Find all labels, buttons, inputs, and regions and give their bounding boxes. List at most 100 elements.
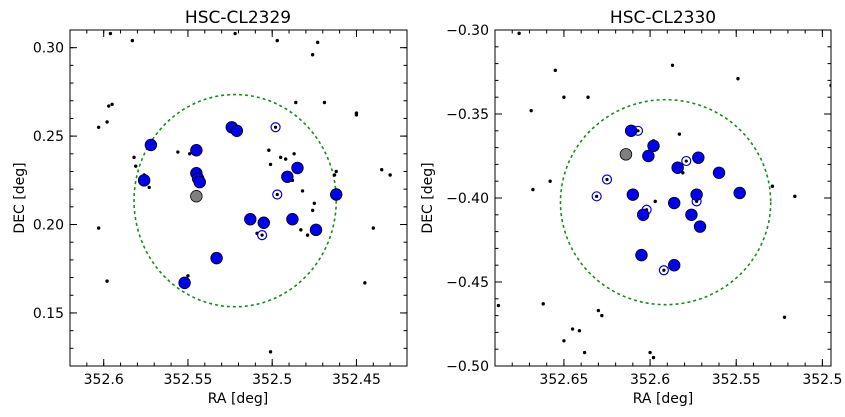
field-galaxy-point <box>322 100 327 105</box>
x-tick-label: 352.6 <box>630 372 670 388</box>
field-galaxy-point <box>553 68 558 73</box>
member-galaxy-point <box>693 220 707 233</box>
field-galaxy-point <box>600 313 604 318</box>
field-galaxy-point <box>736 77 740 81</box>
open-member-center-dot <box>684 159 688 163</box>
field-galaxy-point <box>268 350 273 354</box>
field-galaxy-point <box>108 31 113 36</box>
field-galaxy-point <box>299 228 303 232</box>
member-galaxy-point <box>712 166 726 180</box>
member-galaxy-point <box>626 188 640 201</box>
field-galaxy-point <box>562 95 566 99</box>
panel-title: HSC-CL2330 <box>610 8 716 28</box>
field-galaxy-point <box>310 53 315 57</box>
open-member-center-dot <box>260 233 264 237</box>
field-galaxy-point <box>315 40 320 45</box>
axis-ticks: 352.6 352.55 352.5 352.45 0.15 0.20 0.25 0.30 <box>33 29 408 388</box>
open-member-center-dot <box>605 177 609 182</box>
field-galaxy-point <box>186 274 190 278</box>
field-galaxy-point <box>562 339 566 343</box>
field-galaxy-point <box>275 38 279 43</box>
field-galaxy-point <box>278 155 283 160</box>
plot-frame <box>69 29 408 367</box>
field-galaxy-point <box>134 164 138 168</box>
y-axis-label: DEC [deg] <box>12 162 28 233</box>
field-galaxy-point <box>334 169 338 174</box>
panel-hsc-cl2330: HSC-CL2330 352.65 352.6 352.55 352.5 −0.50 −0… <box>420 8 842 407</box>
member-galaxy-point <box>137 174 151 187</box>
member-galaxy-point <box>244 213 257 226</box>
member-galaxy-point <box>257 216 270 229</box>
axis-ticks: 352.65 352.6 352.55 352.5 −0.50 −0.45 −0.40 −0.… <box>446 23 842 388</box>
field-galaxy-point <box>782 315 787 319</box>
field-galaxy-point <box>283 157 288 161</box>
plot-frame <box>494 29 832 367</box>
y-tick-label: 0.25 <box>33 129 64 145</box>
x-tick-label: 352.6 <box>84 372 124 388</box>
field-galaxy-point <box>677 132 682 136</box>
field-galaxy-point <box>147 185 151 190</box>
field-galaxy-point <box>570 327 575 331</box>
y-tick-label: −0.50 <box>446 359 489 375</box>
field-galaxy-point <box>332 173 337 177</box>
x-tick-label: 352.55 <box>163 372 212 388</box>
field-galaxy-point <box>653 199 657 204</box>
field-galaxy-point <box>267 148 271 152</box>
plot-area <box>96 31 392 354</box>
x-tick-label: 352.65 <box>539 372 588 388</box>
member-galaxy-point <box>230 124 244 138</box>
field-galaxy-point <box>517 31 521 36</box>
field-galaxy-point <box>363 281 367 285</box>
field-galaxy-point <box>670 63 675 67</box>
member-galaxy-point <box>291 161 304 175</box>
field-galaxy-point <box>305 233 310 237</box>
member-galaxy-point <box>193 175 206 189</box>
field-galaxy-point <box>541 302 545 306</box>
member-galaxy-point <box>178 276 191 290</box>
member-galaxy-point <box>668 196 681 210</box>
member-galaxy-point <box>190 144 203 157</box>
open-member-center-dot <box>275 192 279 197</box>
member-galaxy-point <box>642 149 655 163</box>
field-galaxy-point <box>586 95 590 99</box>
field-galaxy-point <box>292 152 296 156</box>
field-galaxy-point <box>793 194 797 199</box>
y-tick-label: 0.20 <box>33 218 64 234</box>
field-galaxy-point <box>651 355 656 360</box>
member-galaxy-point <box>685 208 698 222</box>
field-galaxy-point <box>354 113 359 117</box>
x-tick-label: 352.5 <box>802 372 842 388</box>
field-galaxy-point <box>312 201 317 206</box>
plot-area <box>496 31 831 360</box>
plot-marks <box>496 31 831 360</box>
member-galaxy-point <box>692 151 705 164</box>
field-galaxy-point <box>371 226 375 230</box>
member-galaxy-point <box>330 188 343 201</box>
field-galaxy-point <box>380 168 384 172</box>
field-galaxy-point <box>496 303 501 308</box>
field-galaxy-point <box>132 155 136 160</box>
field-galaxy-point <box>310 208 315 213</box>
y-axis-label: DEC [deg] <box>420 162 436 233</box>
member-galaxy-point <box>624 124 638 138</box>
bcg-point <box>619 148 633 161</box>
field-galaxy-point <box>268 162 273 167</box>
field-galaxy-point <box>388 173 392 177</box>
open-member-center-dot <box>595 194 599 198</box>
field-galaxy-point <box>770 184 775 188</box>
member-galaxy-point <box>286 213 299 226</box>
x-tick-label: 352.45 <box>332 372 381 388</box>
field-galaxy-point <box>130 38 135 43</box>
field-galaxy-point <box>233 31 237 36</box>
open-member-center-dot <box>273 125 278 129</box>
member-galaxy-point <box>690 188 703 201</box>
member-galaxy-point <box>210 251 223 265</box>
field-galaxy-point <box>176 150 180 154</box>
field-galaxy-point <box>596 308 601 313</box>
y-tick-label: −0.45 <box>446 275 489 291</box>
field-galaxy-point <box>96 125 101 129</box>
field-galaxy-point <box>582 350 587 355</box>
x-axis-label: RA [deg] <box>208 391 269 407</box>
field-galaxy-point <box>648 350 652 355</box>
